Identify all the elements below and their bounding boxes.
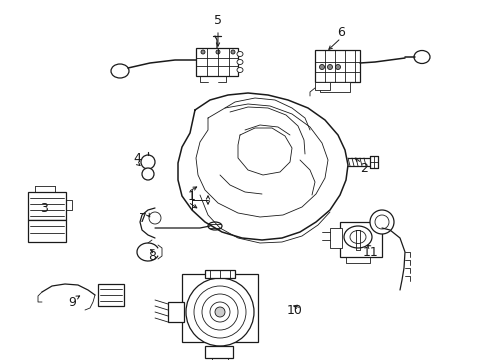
Bar [182,274,258,342]
Bar [339,222,381,257]
Text: 3: 3 [40,202,48,215]
Circle shape [216,50,220,54]
Circle shape [185,278,253,346]
Text: 6: 6 [336,26,344,39]
Text: 9: 9 [68,296,76,309]
Bar [204,270,235,278]
Text: 2: 2 [359,162,367,175]
Text: 4: 4 [133,152,141,165]
Bar [204,346,232,358]
Circle shape [319,64,324,69]
Bar [314,50,359,82]
Circle shape [141,155,155,169]
Text: 10: 10 [286,303,303,316]
Circle shape [374,215,388,229]
Bar [168,302,183,322]
Ellipse shape [207,222,222,230]
Bar [196,48,238,76]
Ellipse shape [237,51,243,57]
Bar [28,220,66,242]
Circle shape [335,64,340,69]
Circle shape [209,302,229,322]
Text: 8: 8 [148,251,156,264]
Ellipse shape [413,50,429,63]
Ellipse shape [111,64,129,78]
Bar [28,192,66,220]
Text: 5: 5 [214,13,222,27]
Circle shape [230,50,235,54]
Bar [98,284,124,306]
Ellipse shape [349,230,365,243]
Circle shape [202,294,238,330]
Bar [319,82,349,92]
Bar [314,82,329,90]
Text: 11: 11 [363,247,378,260]
Text: 1: 1 [188,190,196,203]
Ellipse shape [237,59,243,64]
Circle shape [149,212,161,224]
Circle shape [194,286,245,338]
Text: 7: 7 [139,211,147,225]
Circle shape [215,307,224,317]
Circle shape [201,50,204,54]
Circle shape [369,210,393,234]
Circle shape [327,64,332,69]
Circle shape [142,168,154,180]
Ellipse shape [343,226,371,248]
Bar [329,228,341,248]
Ellipse shape [237,68,243,72]
